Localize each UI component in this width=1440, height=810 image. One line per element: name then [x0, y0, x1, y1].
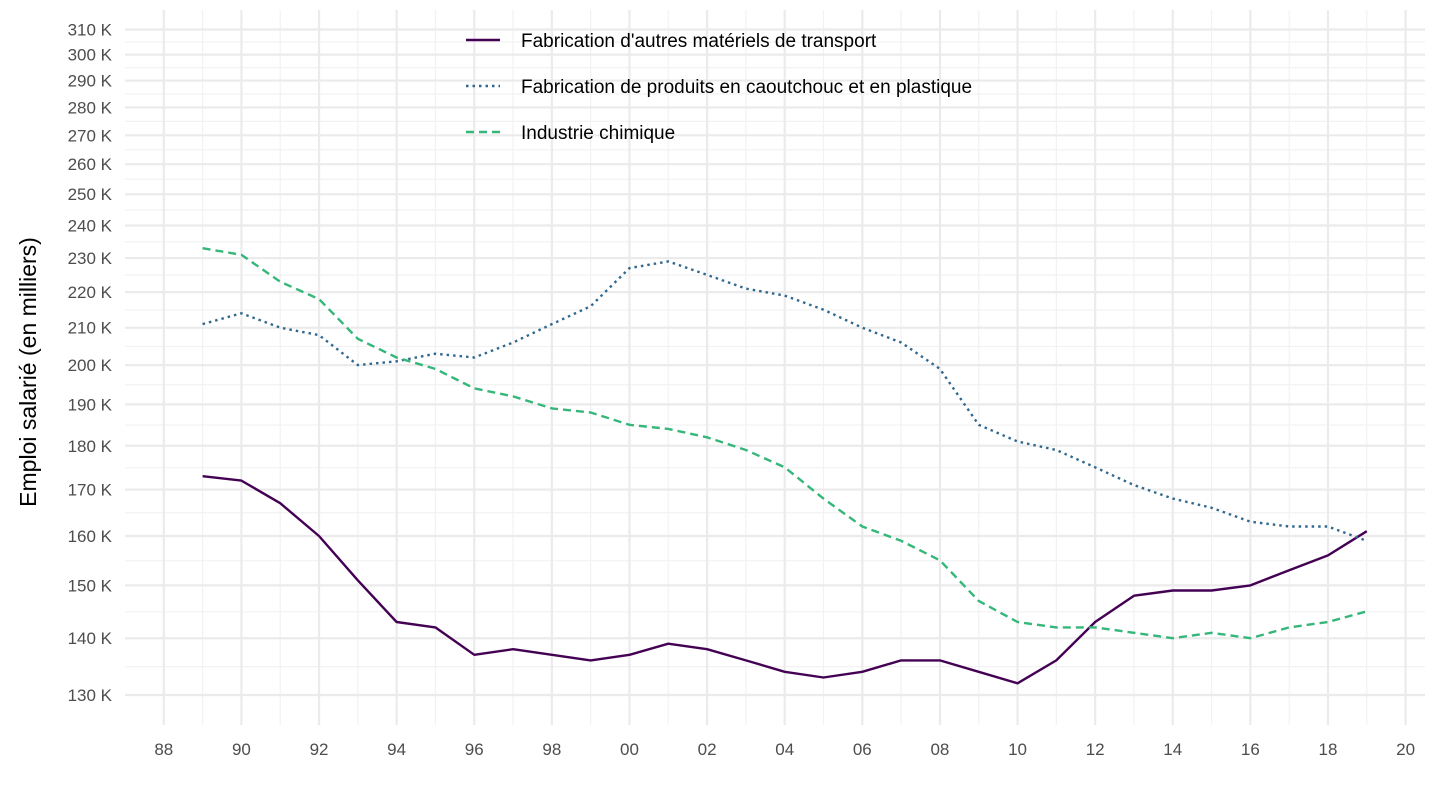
x-axis-tick-labels: 88 90 92 94 96 98 00 02 04 06 08 10 12 14 16 18 20 [154, 740, 1415, 759]
y-axis-title: Emploi salarié (en milliers) [15, 237, 41, 507]
x-tick-label: 18 [1319, 740, 1338, 759]
y-tick-label: 300 K [68, 46, 113, 65]
y-tick-label: 240 K [68, 216, 113, 235]
y-tick-label: 170 K [68, 481, 113, 500]
y-tick-label: 140 K [68, 629, 113, 648]
y-tick-label: 230 K [68, 249, 113, 268]
x-tick-label: 96 [465, 740, 484, 759]
x-tick-label: 02 [698, 740, 717, 759]
y-tick-label: 130 K [68, 686, 113, 705]
y-tick-label: 280 K [68, 98, 113, 117]
legend-label-3: Industrie chimique [521, 123, 675, 144]
y-tick-label: 210 K [68, 319, 113, 338]
y-tick-label: 200 K [68, 356, 113, 375]
y-tick-label: 190 K [68, 395, 113, 414]
y-tick-label: 250 K [68, 185, 113, 204]
y-tick-label: 150 K [68, 576, 113, 595]
legend-label-2: Fabrication de produits en caoutchouc et… [521, 77, 972, 98]
x-tick-label: 12 [1086, 740, 1105, 759]
x-tick-label: 20 [1396, 740, 1415, 759]
x-tick-label: 94 [387, 740, 406, 759]
x-tick-label: 92 [310, 740, 329, 759]
legend: Fabrication d'autres matériels de transp… [466, 31, 972, 144]
x-tick-label: 14 [1163, 740, 1182, 759]
y-tick-label: 160 K [68, 527, 113, 546]
x-tick-label: 08 [930, 740, 949, 759]
y-axis-tick-labels: 130 K 140 K 150 K 160 K 170 K 180 K 190 K 200 K… [68, 21, 113, 705]
x-tick-label: 10 [1008, 740, 1027, 759]
y-tick-label: 310 K [68, 21, 113, 40]
y-tick-label: 220 K [68, 283, 113, 302]
series-line-1 [202, 475, 1368, 685]
series-line-3 [202, 247, 1368, 640]
x-tick-label: 88 [154, 740, 173, 759]
grid-major [125, 10, 1425, 725]
series-layer [202, 247, 1368, 685]
x-tick-label: 90 [232, 740, 251, 759]
x-tick-label: 06 [853, 740, 872, 759]
y-tick-label: 270 K [68, 126, 113, 145]
y-tick-label: 180 K [68, 437, 113, 456]
x-tick-label: 00 [620, 740, 639, 759]
series-line-2 [202, 260, 1368, 542]
y-tick-label: 260 K [68, 155, 113, 174]
legend-label-1: Fabrication d'autres matériels de transp… [521, 31, 877, 52]
x-tick-label: 16 [1241, 740, 1260, 759]
grid-minor [125, 10, 1425, 725]
y-tick-label: 290 K [68, 72, 113, 91]
x-tick-label: 98 [542, 740, 561, 759]
x-tick-label: 04 [775, 740, 794, 759]
